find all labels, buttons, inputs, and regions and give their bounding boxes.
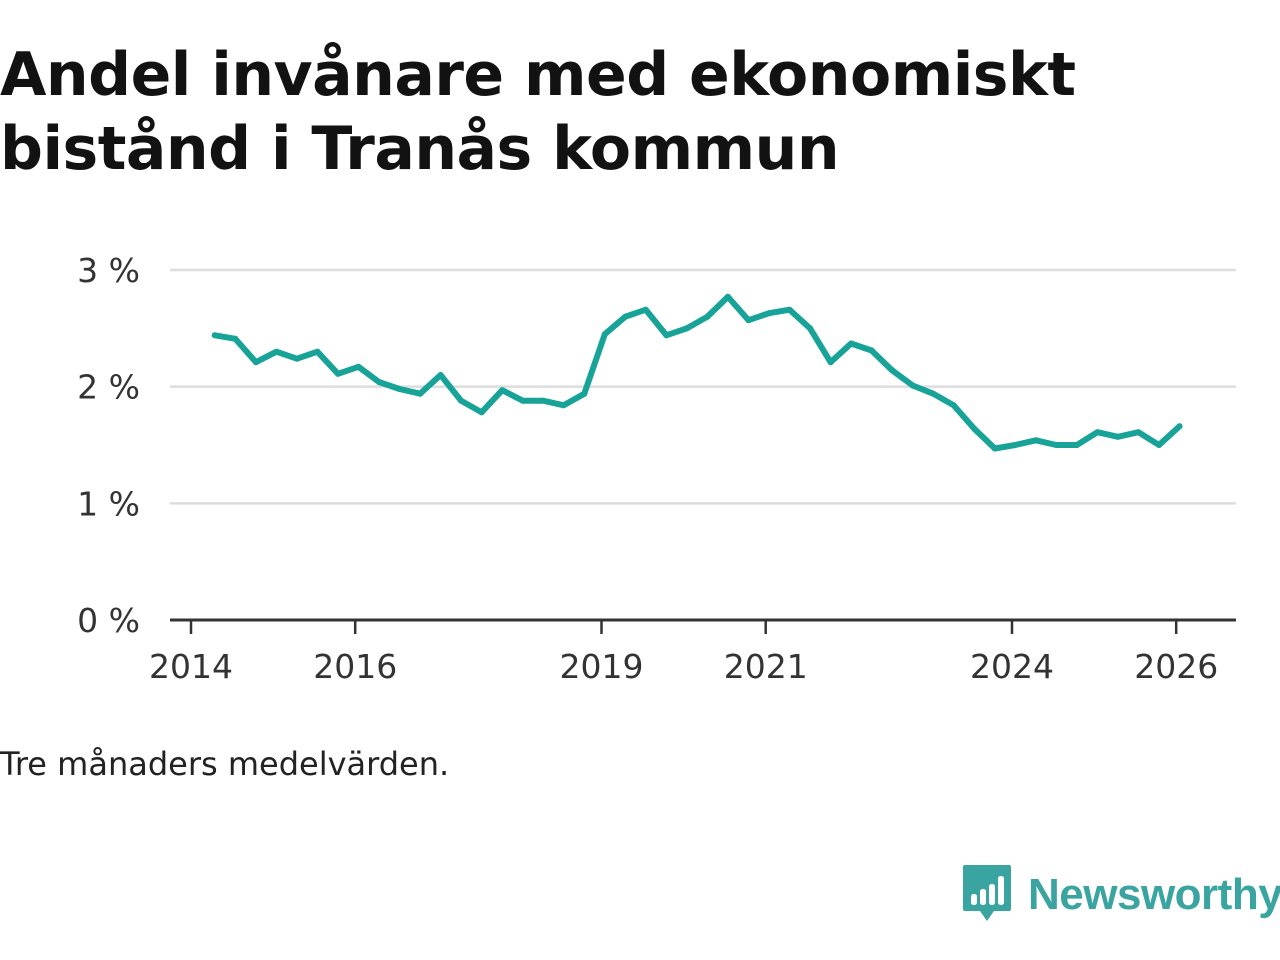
data-point xyxy=(519,397,526,404)
data-point xyxy=(252,359,259,366)
data-point xyxy=(786,306,793,313)
data-point xyxy=(1073,442,1080,448)
data-point xyxy=(1053,442,1060,448)
data-point xyxy=(1156,442,1162,448)
data-point xyxy=(376,379,382,385)
data-point xyxy=(1094,429,1101,436)
data-point xyxy=(478,409,485,416)
data-point xyxy=(273,348,280,355)
data-point xyxy=(807,325,813,332)
data-point xyxy=(909,382,916,389)
data-point xyxy=(724,293,731,300)
data-point xyxy=(211,332,218,339)
data-point xyxy=(950,402,957,409)
data-point xyxy=(683,325,690,332)
data-point xyxy=(1114,433,1121,440)
x-tick-label: 2026 xyxy=(1134,647,1218,686)
data-point xyxy=(1176,423,1183,430)
x-tick-label: 2019 xyxy=(560,647,644,686)
x-tick-label: 2014 xyxy=(149,647,233,686)
y-tick-label: 2 % xyxy=(77,368,140,407)
data-point xyxy=(232,335,239,342)
data-point xyxy=(314,348,321,355)
data-point xyxy=(437,372,444,378)
x-axis: 2014 2016 2019 2021 2024 2026 xyxy=(149,618,1236,686)
data-point xyxy=(991,445,998,452)
x-tick-label: 2021 xyxy=(724,647,808,686)
data-point xyxy=(1135,429,1142,436)
data-point xyxy=(458,397,465,404)
data-point xyxy=(827,359,834,366)
data-point xyxy=(499,387,506,394)
data-point xyxy=(396,386,403,392)
line-chart: 0 % 1 % 2 % 3 % 2014 2016 2019 2021 2024 2026 xyxy=(77,251,1236,686)
data-point xyxy=(704,313,711,320)
data-point xyxy=(642,306,649,313)
data-point xyxy=(1012,442,1019,448)
y-tick-label: 3 % xyxy=(77,251,140,290)
data-point xyxy=(1032,437,1039,444)
data-point xyxy=(868,347,875,354)
data-point xyxy=(971,425,978,432)
data-point xyxy=(848,340,855,347)
data-point xyxy=(355,363,362,370)
brand-name: Newsworthy xyxy=(1028,870,1280,919)
data-point xyxy=(581,390,588,397)
data-point xyxy=(663,332,670,339)
brand-logo[interactable]: Newsworthy xyxy=(962,862,1280,928)
series-layer xyxy=(211,293,1183,452)
chart-note: Tre månaders medelvärden. xyxy=(0,745,450,783)
y-axis-tick-labels: 0 % 1 % 2 % 3 % xyxy=(77,251,140,640)
data-point xyxy=(335,370,341,377)
data-point xyxy=(766,310,772,317)
data-point xyxy=(417,390,424,397)
data-point xyxy=(889,367,896,374)
series-line xyxy=(211,293,1183,452)
y-tick-label: 0 % xyxy=(77,601,140,640)
gridlines xyxy=(170,268,1236,505)
data-point xyxy=(745,317,752,324)
data-point xyxy=(560,402,567,409)
y-tick-label: 1 % xyxy=(77,484,140,523)
data-point xyxy=(540,397,547,404)
data-point xyxy=(930,390,937,397)
data-point xyxy=(622,313,629,320)
data-point xyxy=(293,355,300,362)
newsworthy-chart-bubble-icon xyxy=(962,863,1012,927)
data-point xyxy=(601,331,608,338)
x-tick-label: 2016 xyxy=(313,647,397,686)
chart-title: Andel invånare med ekonomiskt bistånd i … xyxy=(0,40,1076,184)
x-tick-label: 2024 xyxy=(970,647,1054,686)
